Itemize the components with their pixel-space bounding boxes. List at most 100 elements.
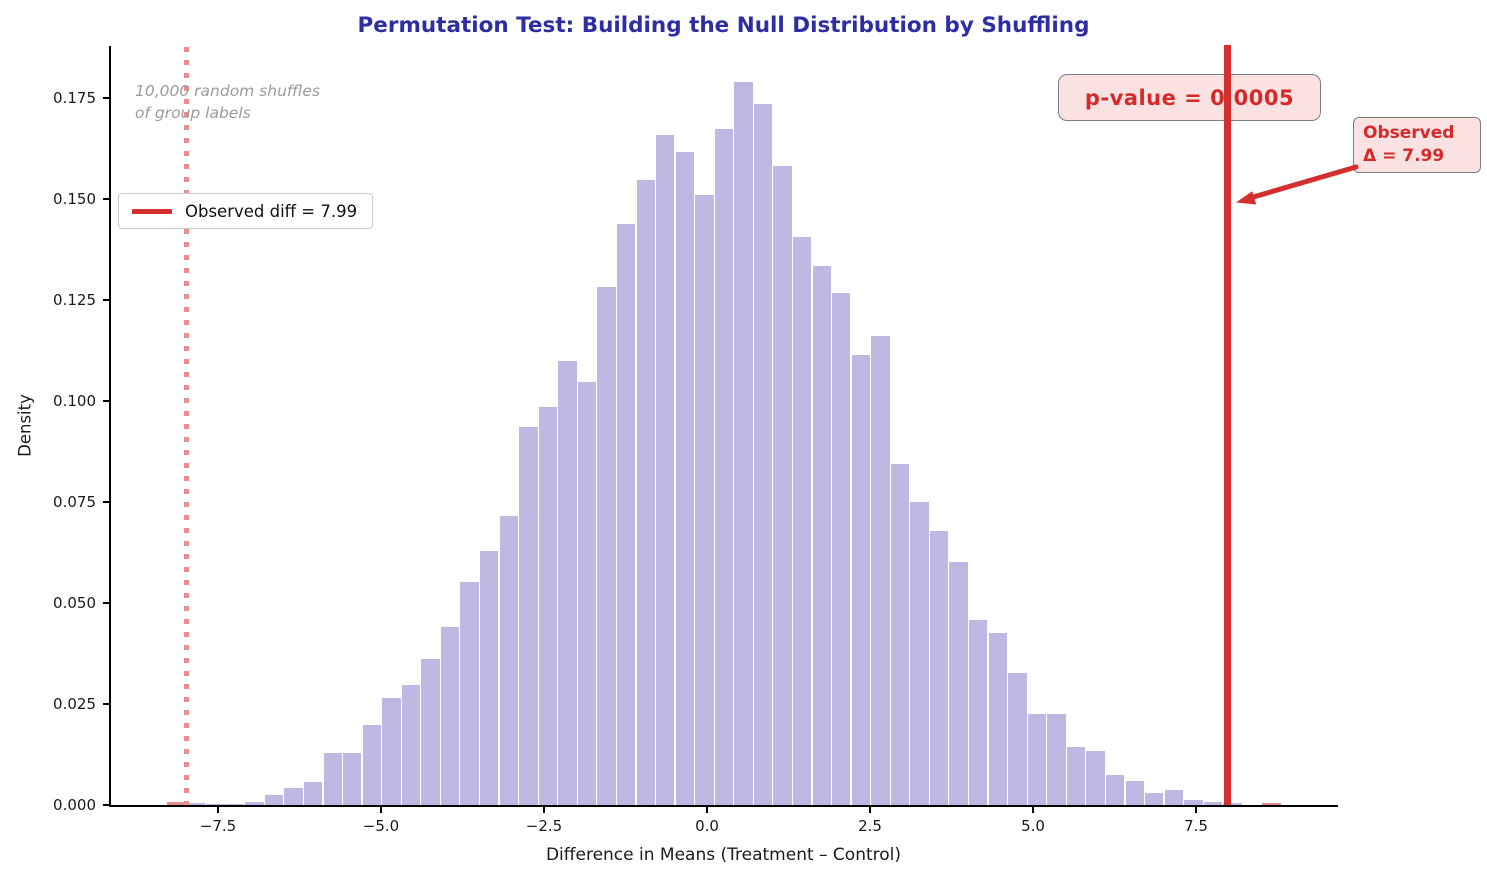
y-tick-label: 0.175 (53, 89, 96, 107)
legend: Observed diff = 7.99 (118, 193, 374, 229)
observed-delta-box: Observed Δ = 7.99 (1353, 117, 1481, 173)
histogram-bar (225, 803, 245, 805)
x-tick-mark (1032, 806, 1034, 813)
histogram-bar (577, 382, 597, 805)
histogram-bar (616, 224, 636, 805)
x-tick-label: 0.0 (695, 817, 719, 835)
histogram-bar (382, 697, 401, 805)
x-tick-label: 2.5 (858, 817, 882, 835)
y-tick-mark (103, 602, 110, 604)
histogram-bar (1203, 802, 1223, 805)
y-tick-mark (103, 198, 110, 200)
y-tick-mark (103, 703, 110, 705)
histogram-bar (1027, 713, 1047, 805)
histogram-bar (558, 360, 577, 805)
x-tick-label: −5.0 (362, 817, 400, 835)
histogram-bar (753, 104, 773, 805)
observed-delta-line1: Observed (1363, 123, 1455, 143)
histogram-bar (480, 551, 499, 805)
shuffles-annotation: 10,000 random shuffles of group labels (135, 81, 320, 124)
y-tick-label: 0.075 (53, 493, 96, 511)
histogram-bar (793, 237, 812, 805)
histogram-bar (1086, 750, 1105, 805)
histogram-bar (695, 195, 714, 805)
x-tick-mark (380, 806, 382, 813)
histogram-tail-bar (167, 802, 186, 805)
histogram-tail-bar (1262, 803, 1281, 805)
histogram-bar (499, 516, 518, 805)
y-tick-mark (103, 97, 110, 99)
y-axis-spine (109, 46, 111, 806)
plot-area (110, 47, 1337, 805)
histogram-bar (323, 752, 342, 805)
histogram-bar (773, 166, 792, 805)
histogram-bar (206, 804, 225, 805)
shuffles-annotation-line2: of group labels (135, 103, 251, 122)
y-tick-mark (103, 299, 110, 301)
histogram-bar (969, 619, 988, 805)
histogram-bar (734, 81, 753, 805)
histogram-bar (1047, 713, 1066, 805)
x-axis-spine (109, 805, 1338, 807)
histogram-bar (656, 135, 675, 805)
y-tick-label: 0.025 (53, 695, 96, 713)
histogram-bar (812, 265, 831, 805)
y-axis-label: Density (15, 394, 35, 457)
x-tick-label: −7.5 (199, 817, 237, 835)
y-tick-mark (103, 804, 110, 806)
x-tick-label: −2.5 (525, 817, 563, 835)
mirror-diff-dotted-line (183, 47, 189, 805)
legend-line-swatch (132, 208, 172, 214)
x-tick-label: 7.5 (1184, 817, 1208, 835)
histogram-bar (538, 406, 558, 805)
histogram-bar (186, 802, 205, 805)
histogram-bar (714, 129, 734, 805)
histogram-bar (890, 464, 910, 805)
legend-label: Observed diff = 7.99 (185, 201, 358, 221)
p-value-label: p-value = 0.0005 (1084, 85, 1295, 110)
histogram-bar (1184, 800, 1203, 805)
observed-arrow-icon (1236, 164, 1359, 205)
histogram-bar (1145, 792, 1164, 805)
x-tick-mark (1195, 806, 1197, 813)
histogram-bar (636, 180, 655, 805)
histogram-bar (1105, 775, 1125, 805)
histogram-bar (597, 286, 616, 805)
y-tick-label: 0.150 (53, 190, 96, 208)
histogram-bar (264, 794, 284, 805)
histogram-bar (284, 788, 303, 805)
histogram-bar (929, 531, 949, 805)
x-tick-mark (217, 806, 219, 813)
observed-diff-line (1224, 45, 1232, 805)
shuffles-annotation-line1: 10,000 random shuffles (135, 82, 321, 100)
histogram-bar (1125, 780, 1144, 805)
histogram-bar (1008, 672, 1027, 805)
histogram-bar (949, 562, 968, 805)
histogram-bar (910, 502, 929, 805)
histogram-bar (401, 684, 421, 805)
histogram-bar (421, 658, 440, 805)
histogram-bar (988, 632, 1007, 805)
histogram-bar (871, 336, 890, 805)
histogram-bar (675, 152, 694, 805)
histogram-bar (460, 582, 479, 805)
x-tick-mark (706, 806, 708, 813)
chart-title: Permutation Test: Building the Null Dist… (357, 13, 1090, 38)
histogram-bar (440, 627, 460, 805)
y-tick-label: 0.100 (53, 392, 96, 410)
x-axis-label: Difference in Means (Treatment – Control… (545, 845, 902, 865)
y-tick-mark (103, 400, 110, 402)
y-tick-label: 0.000 (53, 796, 96, 814)
histogram-bar (1066, 746, 1086, 805)
histogram-bar (1223, 802, 1242, 805)
histogram-bar (1242, 804, 1262, 805)
histogram-bar (1164, 790, 1183, 805)
histogram-bar (851, 354, 871, 805)
x-tick-mark (869, 806, 871, 813)
histogram-bar (245, 802, 264, 805)
y-tick-mark (103, 501, 110, 503)
histogram-bar (343, 752, 362, 805)
observed-delta-line2: Δ = 7.99 (1363, 146, 1445, 166)
histogram-bar (832, 292, 851, 805)
